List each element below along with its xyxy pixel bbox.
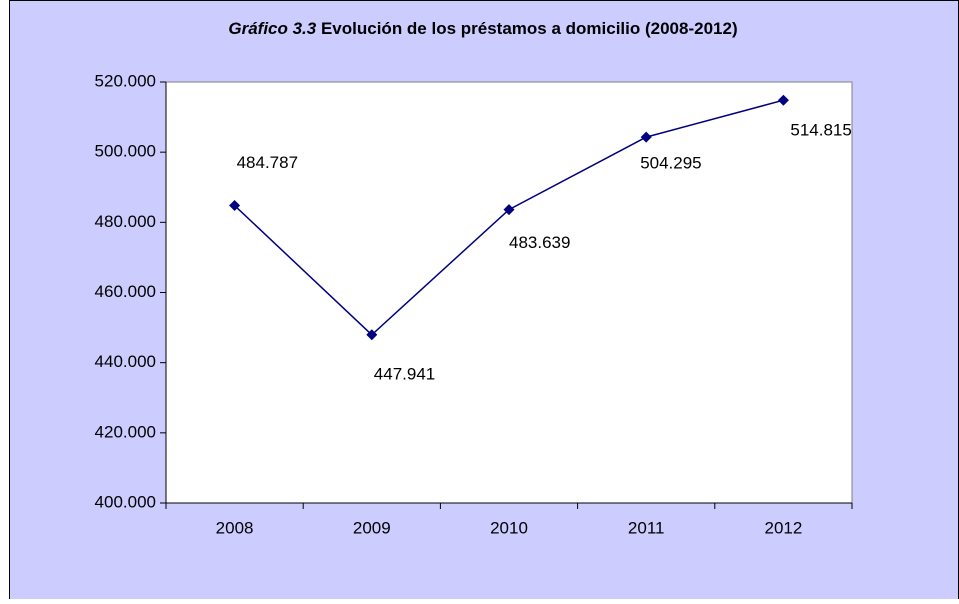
data-label: 447.941: [374, 364, 435, 383]
chart-title: Gráfico 3.3 Evolución de los préstamos a…: [228, 19, 737, 38]
y-tick-label: 440.000: [95, 352, 156, 371]
marker: [503, 204, 515, 216]
marker: [640, 131, 652, 143]
data-label: 484.787: [237, 153, 298, 172]
y-tick-label: 500.000: [95, 142, 156, 161]
x-tick-label: 2012: [764, 518, 802, 537]
x-tick-label: 2010: [490, 518, 528, 537]
title-label: Gráfico 3.3: [228, 19, 316, 38]
title-text: Evolución de los préstamos a domicilio (…: [321, 19, 738, 38]
marker: [366, 329, 378, 341]
x-tick-label: 2008: [216, 518, 254, 537]
x-tick-label: 2011: [628, 518, 665, 537]
marker: [229, 200, 241, 212]
y-tick-label: 400.000: [95, 492, 156, 511]
y-tick-label: 520.000: [95, 71, 156, 90]
data-label: 483.639: [509, 233, 570, 252]
data-label: 514.815: [790, 121, 851, 140]
x-tick-label: 2009: [353, 518, 391, 537]
y-tick-label: 420.000: [95, 422, 156, 441]
data-label: 504.295: [640, 154, 701, 173]
plot-area: [165, 81, 853, 504]
y-tick-label: 480.000: [95, 212, 156, 231]
marker: [777, 94, 789, 106]
y-tick-label: 460.000: [95, 282, 156, 301]
